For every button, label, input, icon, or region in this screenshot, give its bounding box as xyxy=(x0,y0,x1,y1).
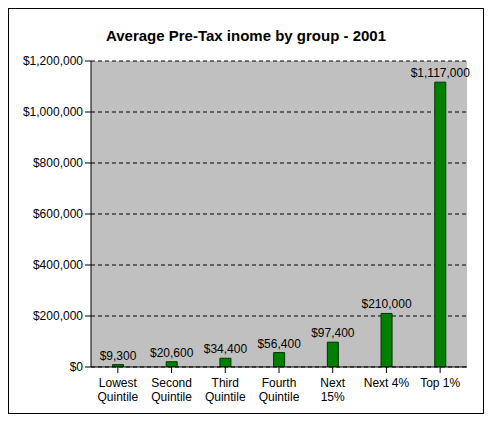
svg-text:ThirdQuintile: ThirdQuintile xyxy=(205,376,246,404)
html-text:Average Pre-Tax inome by group: Average Pre-Tax inome by group - 2001 xyxy=(106,27,386,44)
svg-text:$20,600: $20,600 xyxy=(150,346,194,360)
svg-text:$600,000: $600,000 xyxy=(33,207,83,221)
svg-text:$34,400: $34,400 xyxy=(204,342,248,356)
svg-text:$200,000: $200,000 xyxy=(33,309,83,323)
svg-text:Next 4%: Next 4% xyxy=(364,376,410,390)
svg-text:Top 1%: Top 1% xyxy=(420,376,460,390)
svg-text:$9,300: $9,300 xyxy=(100,349,137,363)
svg-text:$1,200,000: $1,200,000 xyxy=(23,54,83,68)
svg-text:$1,117,000: $1,117,000 xyxy=(411,66,470,80)
svg-text:$400,000: $400,000 xyxy=(33,258,83,272)
svg-text:SecondQuintile: SecondQuintile xyxy=(151,376,192,404)
svg-text:$0: $0 xyxy=(70,360,84,374)
svg-text:$97,400: $97,400 xyxy=(311,326,355,340)
svg-text:Next15%: Next15% xyxy=(320,376,345,404)
svg-text:$210,000: $210,000 xyxy=(362,297,412,311)
svg-text:$1,000,000: $1,000,000 xyxy=(23,105,83,119)
svg-text:$56,400: $56,400 xyxy=(257,337,301,351)
svg-text:$800,000: $800,000 xyxy=(33,156,83,170)
svg-text:FourthQuintile: FourthQuintile xyxy=(259,376,300,404)
svg-text:LowestQuintile: LowestQuintile xyxy=(98,376,139,404)
